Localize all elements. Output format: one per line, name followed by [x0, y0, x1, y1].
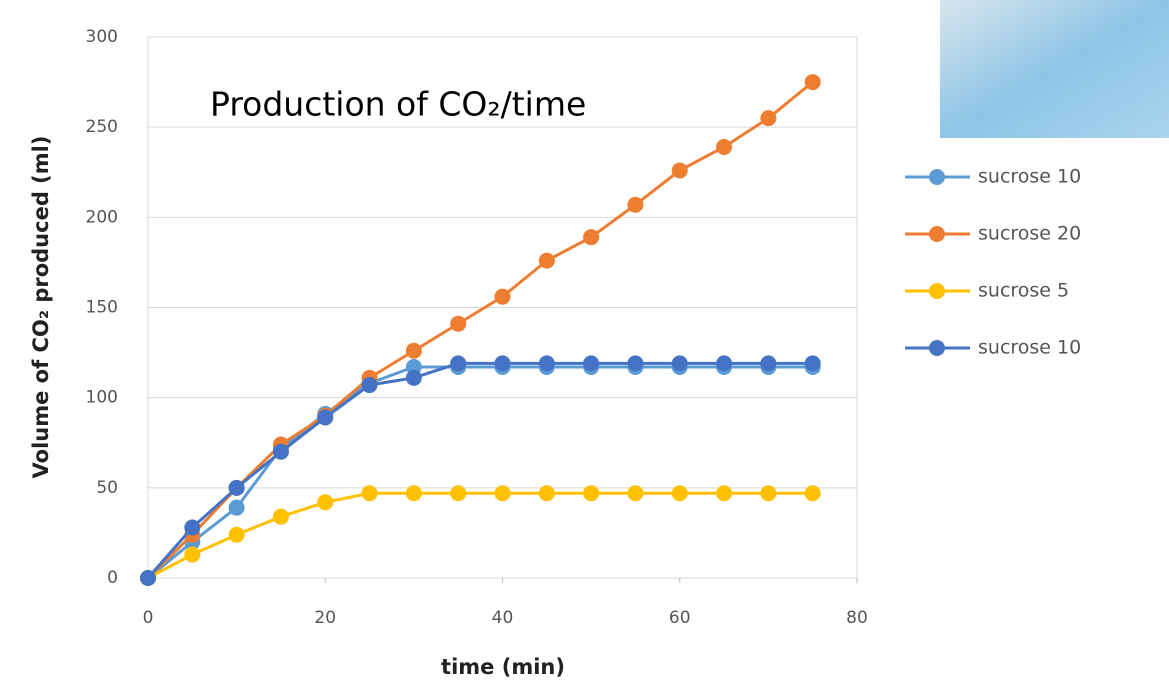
point — [583, 355, 600, 372]
point — [671, 162, 688, 179]
series-line — [146, 80, 814, 580]
point — [716, 139, 733, 156]
point — [716, 485, 733, 502]
point — [804, 355, 821, 372]
point — [228, 499, 245, 516]
legend-marker — [929, 283, 945, 299]
series-line — [147, 491, 813, 580]
point — [317, 494, 334, 511]
point — [671, 355, 688, 372]
series-line — [147, 365, 813, 580]
point — [627, 196, 644, 213]
legend-label: sucrose 5 — [978, 280, 1069, 302]
point — [228, 479, 245, 496]
y-tick-label: 200 — [86, 207, 118, 227]
y-tick-label: 100 — [86, 388, 118, 408]
point — [450, 485, 467, 502]
point — [716, 355, 733, 372]
y-tick-label: 300 — [86, 27, 118, 47]
photo — [940, 0, 1169, 138]
x-tick-label: 0 — [143, 608, 154, 628]
point — [804, 74, 821, 91]
legend-marker — [929, 340, 945, 356]
point — [405, 342, 422, 359]
point — [272, 508, 289, 525]
point — [538, 355, 555, 372]
point — [583, 229, 600, 246]
point — [494, 288, 511, 305]
y-tick-label: 250 — [86, 117, 118, 137]
chart-title: Production of CO₂/time — [210, 85, 586, 124]
point — [494, 485, 511, 502]
point — [627, 355, 644, 372]
point — [405, 369, 422, 386]
point — [494, 355, 511, 372]
legend-marker — [929, 169, 945, 185]
y-tick-label: 0 — [107, 568, 118, 588]
point — [760, 110, 777, 127]
point — [583, 485, 600, 502]
point — [228, 526, 245, 543]
point — [760, 485, 777, 502]
point — [272, 443, 289, 460]
point — [405, 485, 422, 502]
legend-label: sucrose 10 — [978, 337, 1081, 359]
legend-label: sucrose 10 — [978, 166, 1081, 188]
point — [760, 355, 777, 372]
point — [671, 485, 688, 502]
point — [538, 252, 555, 269]
point — [450, 355, 467, 372]
x-tick-label: 40 — [492, 608, 514, 628]
y-tick-label: 150 — [86, 298, 118, 318]
y-tick-label: 50 — [96, 478, 118, 498]
point — [627, 485, 644, 502]
x-tick-label: 60 — [669, 608, 691, 628]
point — [361, 485, 378, 502]
x-axis-label: time (min) — [441, 655, 565, 679]
point — [804, 485, 821, 502]
point — [538, 485, 555, 502]
x-tick-label: 20 — [314, 608, 336, 628]
series-line — [146, 361, 813, 579]
point — [317, 409, 334, 426]
point — [184, 519, 201, 536]
point — [140, 570, 156, 586]
legend-marker — [929, 226, 945, 242]
point — [450, 315, 467, 332]
y-axis-label: Volume of CO₂ produced (ml) — [29, 136, 53, 479]
point — [361, 377, 378, 394]
point — [184, 546, 201, 563]
legend-label: sucrose 20 — [978, 223, 1081, 245]
x-tick-label: 80 — [846, 608, 868, 628]
